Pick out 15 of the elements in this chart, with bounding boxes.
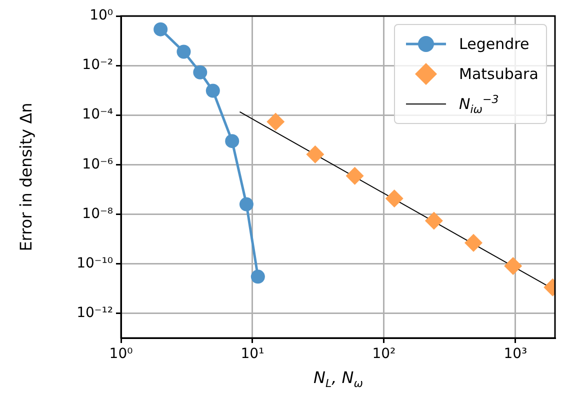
- x-tick-label: 10¹: [240, 346, 264, 362]
- x-tick-label: 10²: [372, 346, 396, 362]
- y-tick-label: 10⁻¹²: [76, 304, 113, 321]
- x-tick-label: 10⁰: [109, 346, 134, 362]
- y-tick-label: 10⁻²: [82, 57, 113, 74]
- y-tick-label: 10⁻⁶: [82, 156, 114, 172]
- y-axis-title: Error in density Δn: [16, 102, 36, 252]
- x-axis-title: N$_{L}$, N$_{ω}$: [314, 368, 363, 390]
- x-tick-label: 10³: [504, 346, 528, 362]
- legend-label: Legendre: [459, 35, 530, 53]
- legend-label: Matsubara: [459, 65, 538, 83]
- y-tick-label: 10⁻⁸: [82, 206, 114, 222]
- y-tick-label: 10⁻¹⁰: [76, 255, 114, 272]
- y-tick-label: 10⁻⁴: [82, 106, 114, 123]
- y-tick-label: 10⁰: [90, 8, 114, 24]
